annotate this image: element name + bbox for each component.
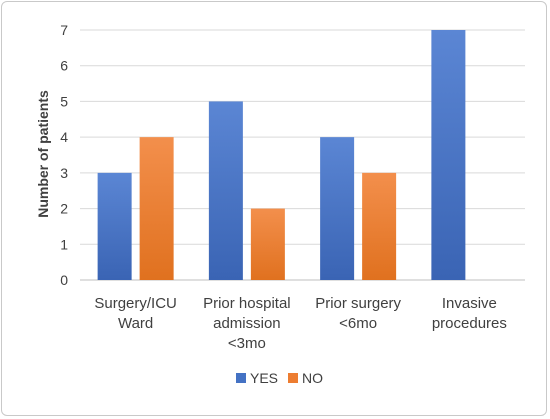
x-category-label: Invasive procedures — [432, 295, 507, 332]
y-tick-label: 6 — [60, 58, 68, 74]
legend: YES NO — [236, 370, 323, 386]
x-category-label: Surgery/ICU Ward — [94, 295, 177, 332]
bar-yes — [208, 101, 243, 280]
bars — [97, 30, 466, 280]
y-tick-label: 7 — [60, 22, 68, 38]
y-tick-label: 2 — [60, 201, 68, 217]
bar-no — [250, 208, 285, 280]
x-category-labels: Surgery/ICU Ward Prior hospital admission <3… — [94, 295, 507, 352]
legend-label-yes: YES — [250, 370, 278, 386]
legend-label-no: NO — [302, 370, 323, 386]
legend-swatch-no — [288, 373, 298, 383]
y-axis-label: Number of patients — [35, 90, 51, 218]
x-category-label: Prior surgery <6mo — [315, 295, 401, 332]
y-tick-label: 0 — [60, 272, 68, 288]
y-tick-labels: 0 1 2 3 4 5 6 7 — [60, 22, 68, 288]
x-category-label: Prior hospital admission <3mo — [203, 295, 291, 352]
bar-no — [362, 172, 397, 280]
bar-yes — [320, 137, 355, 280]
y-tick-label: 3 — [60, 165, 68, 181]
bar-yes — [431, 30, 466, 280]
bar-yes — [97, 172, 132, 280]
legend-swatch-yes — [236, 373, 246, 383]
bar-no — [139, 137, 174, 280]
y-tick-label: 1 — [60, 236, 68, 252]
y-tick-label: 4 — [60, 129, 68, 145]
y-tick-label: 5 — [60, 93, 68, 109]
